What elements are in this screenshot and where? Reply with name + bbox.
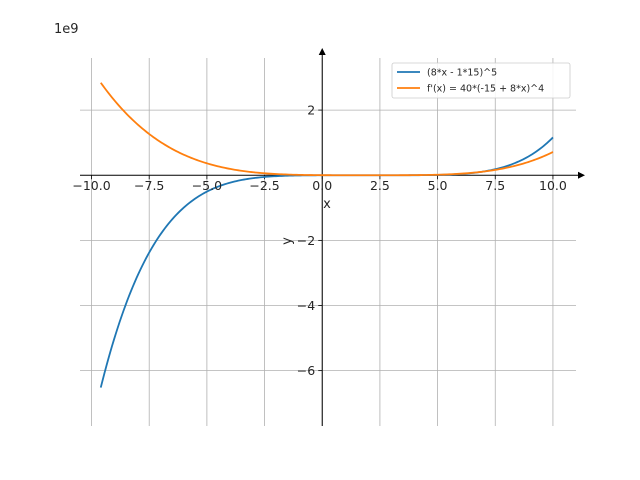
x-tick-label: 5.0 — [428, 178, 448, 193]
y-tick-label: 2 — [307, 103, 315, 118]
series-0-point — [229, 176, 230, 177]
x-tick-label: −7.5 — [134, 178, 164, 193]
y-axis-label: y — [280, 237, 295, 245]
series-line-1 — [100, 82, 554, 177]
tick-labels: −10.0 −7.5 −5.0 −2.5 0.0 2.5 5.0 7.5 10.0 −6 −4 −2 2 — [72, 103, 567, 379]
series-1-point — [229, 173, 230, 174]
y-offset-label: 1e9 — [54, 22, 79, 37]
x-tick-label: 10.0 — [539, 178, 567, 193]
series-1-point — [552, 151, 553, 152]
series-0-point — [183, 188, 184, 189]
x-tick-label: −5.0 — [192, 178, 222, 193]
series-1-point — [137, 137, 138, 138]
x-tick-label: 2.5 — [370, 178, 390, 193]
y-tick-label: −6 — [297, 363, 315, 378]
x-tick-label: −2.5 — [249, 178, 279, 193]
x-tick-label: 7.5 — [485, 178, 505, 193]
series-1-point — [414, 175, 415, 176]
series-1-point — [460, 175, 461, 176]
legend: (8*x - 1*15)^5 f'(x) = 40*(-15 + 8*x)^4 — [391, 62, 571, 99]
x-axis-arrow — [578, 171, 585, 179]
series-lines — [99, 81, 554, 390]
series-1-point — [100, 81, 101, 82]
y-tick-label: −2 — [297, 233, 315, 248]
series-1-point — [506, 173, 507, 174]
x-axis-label: x — [323, 197, 331, 212]
series-1-point — [275, 175, 276, 176]
x-tick-label: 0.0 — [312, 178, 332, 193]
x-tick-label: −10.0 — [72, 178, 110, 193]
legend-frame — [391, 62, 571, 99]
series-1-point — [368, 175, 369, 176]
series-0-point — [100, 389, 101, 390]
legend-label-power: (8*x - 1*15)^5 — [427, 68, 497, 79]
y-axis-arrow — [318, 48, 326, 55]
series-1-point — [322, 175, 323, 176]
series-0-point — [137, 249, 138, 250]
y-tick-label: −4 — [297, 298, 315, 313]
series-0-point — [552, 137, 553, 138]
legend-label-derivative: f'(x) = 40*(-15 + 8*x)^4 — [427, 84, 544, 95]
axes — [80, 48, 585, 426]
series-1-point — [183, 164, 184, 165]
series-0-point — [506, 175, 507, 176]
